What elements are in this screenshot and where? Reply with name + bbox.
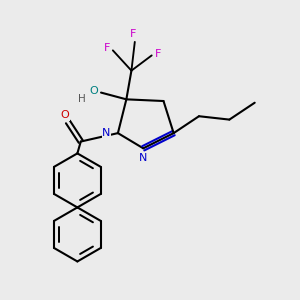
Text: O: O	[89, 86, 98, 96]
Text: F: F	[154, 49, 161, 59]
Text: H: H	[78, 94, 85, 104]
Text: O: O	[61, 110, 70, 120]
Text: F: F	[103, 43, 110, 53]
Text: F: F	[130, 29, 136, 40]
Text: N: N	[102, 128, 110, 138]
Text: N: N	[139, 153, 147, 163]
